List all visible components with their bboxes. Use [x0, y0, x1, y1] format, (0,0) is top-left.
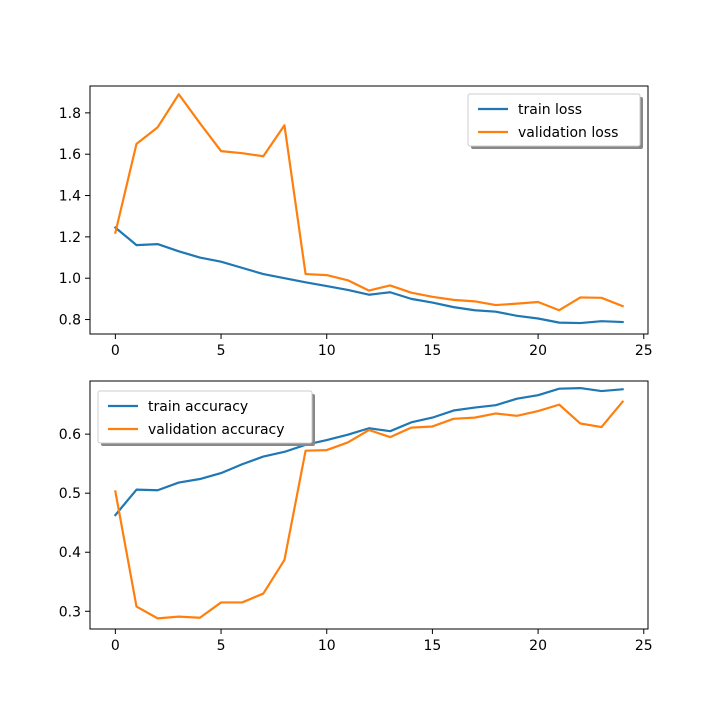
legend-label: train loss	[518, 102, 582, 118]
x-tick-label: 10	[318, 638, 336, 654]
series-line-train-loss	[113, 226, 624, 325]
x-tick-label: 10	[318, 343, 336, 359]
x-tick-label: 25	[635, 343, 653, 359]
x-tick-label: 5	[217, 638, 226, 654]
y-tick-label: 1.8	[59, 106, 81, 122]
y-tick-label: 1.2	[59, 230, 81, 246]
legend-label: validation accuracy	[148, 422, 285, 438]
x-tick-label: 20	[529, 638, 547, 654]
series-line-train-accuracy	[113, 386, 624, 517]
y-tick-label: 0.8	[59, 313, 81, 329]
legend-box	[97, 390, 313, 444]
legend-box	[467, 93, 641, 147]
legend-label: train accuracy	[148, 399, 248, 415]
legend: train accuracy validation accuracy	[97, 390, 315, 446]
x-tick-label: 5	[217, 343, 226, 359]
y-tick-label: 1.6	[59, 147, 81, 163]
y-tick-label: 0.4	[59, 545, 81, 561]
y-tick-label: 1.4	[59, 189, 81, 205]
x-tick-label: 15	[423, 638, 441, 654]
chart-2: 0 5 10 15 20 25 0.3 0.4 0.5 0.6 train accuracy vali…	[59, 380, 653, 654]
x-tick-label: 0	[111, 638, 120, 654]
legend-label: validation loss	[518, 125, 618, 141]
axes-frame	[89, 85, 649, 335]
chart-1: 0 5 10 15 20 25 0.8 1.0 1.2 1.4 1.6 1.8 train loss va…	[59, 85, 653, 359]
y-tick-label: 0.6	[59, 427, 81, 443]
x-tick-label: 20	[529, 343, 547, 359]
axes-frame	[89, 380, 649, 630]
series-line-validation-accuracy	[114, 400, 625, 620]
x-tick-label: 0	[111, 343, 120, 359]
y-tick-label: 0.5	[59, 486, 81, 502]
series-line-validation-loss	[114, 93, 625, 312]
x-tick-label: 25	[635, 638, 653, 654]
y-tick-label: 1.0	[59, 271, 81, 287]
x-tick-label: 15	[423, 343, 441, 359]
legend: train loss validation loss	[467, 93, 643, 149]
y-tick-label: 0.3	[59, 604, 81, 620]
